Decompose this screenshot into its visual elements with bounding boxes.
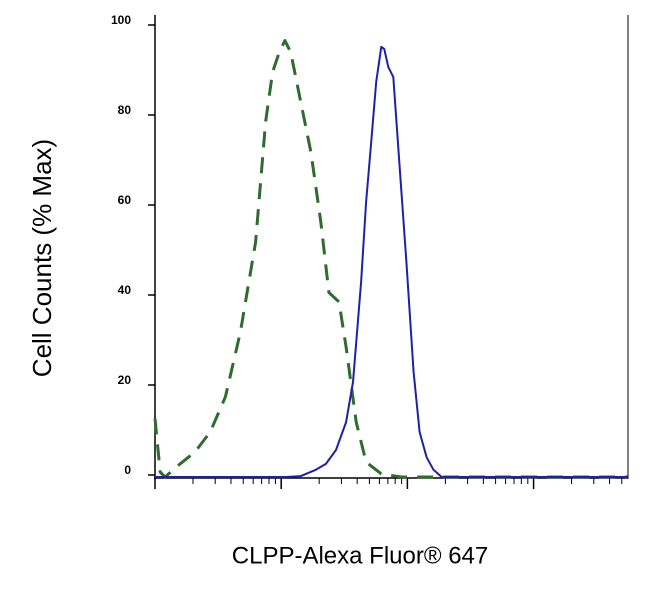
series-line [155, 45, 628, 478]
y-tick-label: 80 [118, 103, 132, 117]
y-tick-label: 60 [118, 193, 132, 207]
y-axis-label: Cell Counts (% Max) [27, 139, 57, 377]
y-tick-label: 100 [111, 13, 131, 27]
y-tick-label: 0 [124, 463, 131, 477]
series-line [153, 39, 628, 479]
y-tick-label: 40 [118, 283, 132, 297]
x-axis-label: CLPP-Alexa Fluor® 647 [232, 542, 488, 569]
y-tick-label: 20 [118, 373, 132, 387]
